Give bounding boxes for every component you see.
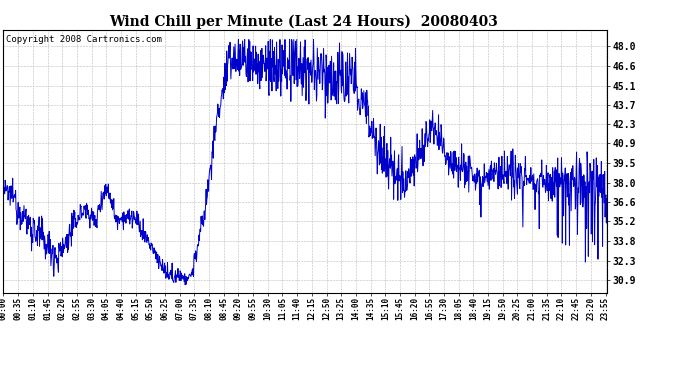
Text: Wind Chill per Minute (Last 24 Hours)  20080403: Wind Chill per Minute (Last 24 Hours) 20…: [109, 15, 498, 29]
Text: Copyright 2008 Cartronics.com: Copyright 2008 Cartronics.com: [6, 35, 162, 44]
